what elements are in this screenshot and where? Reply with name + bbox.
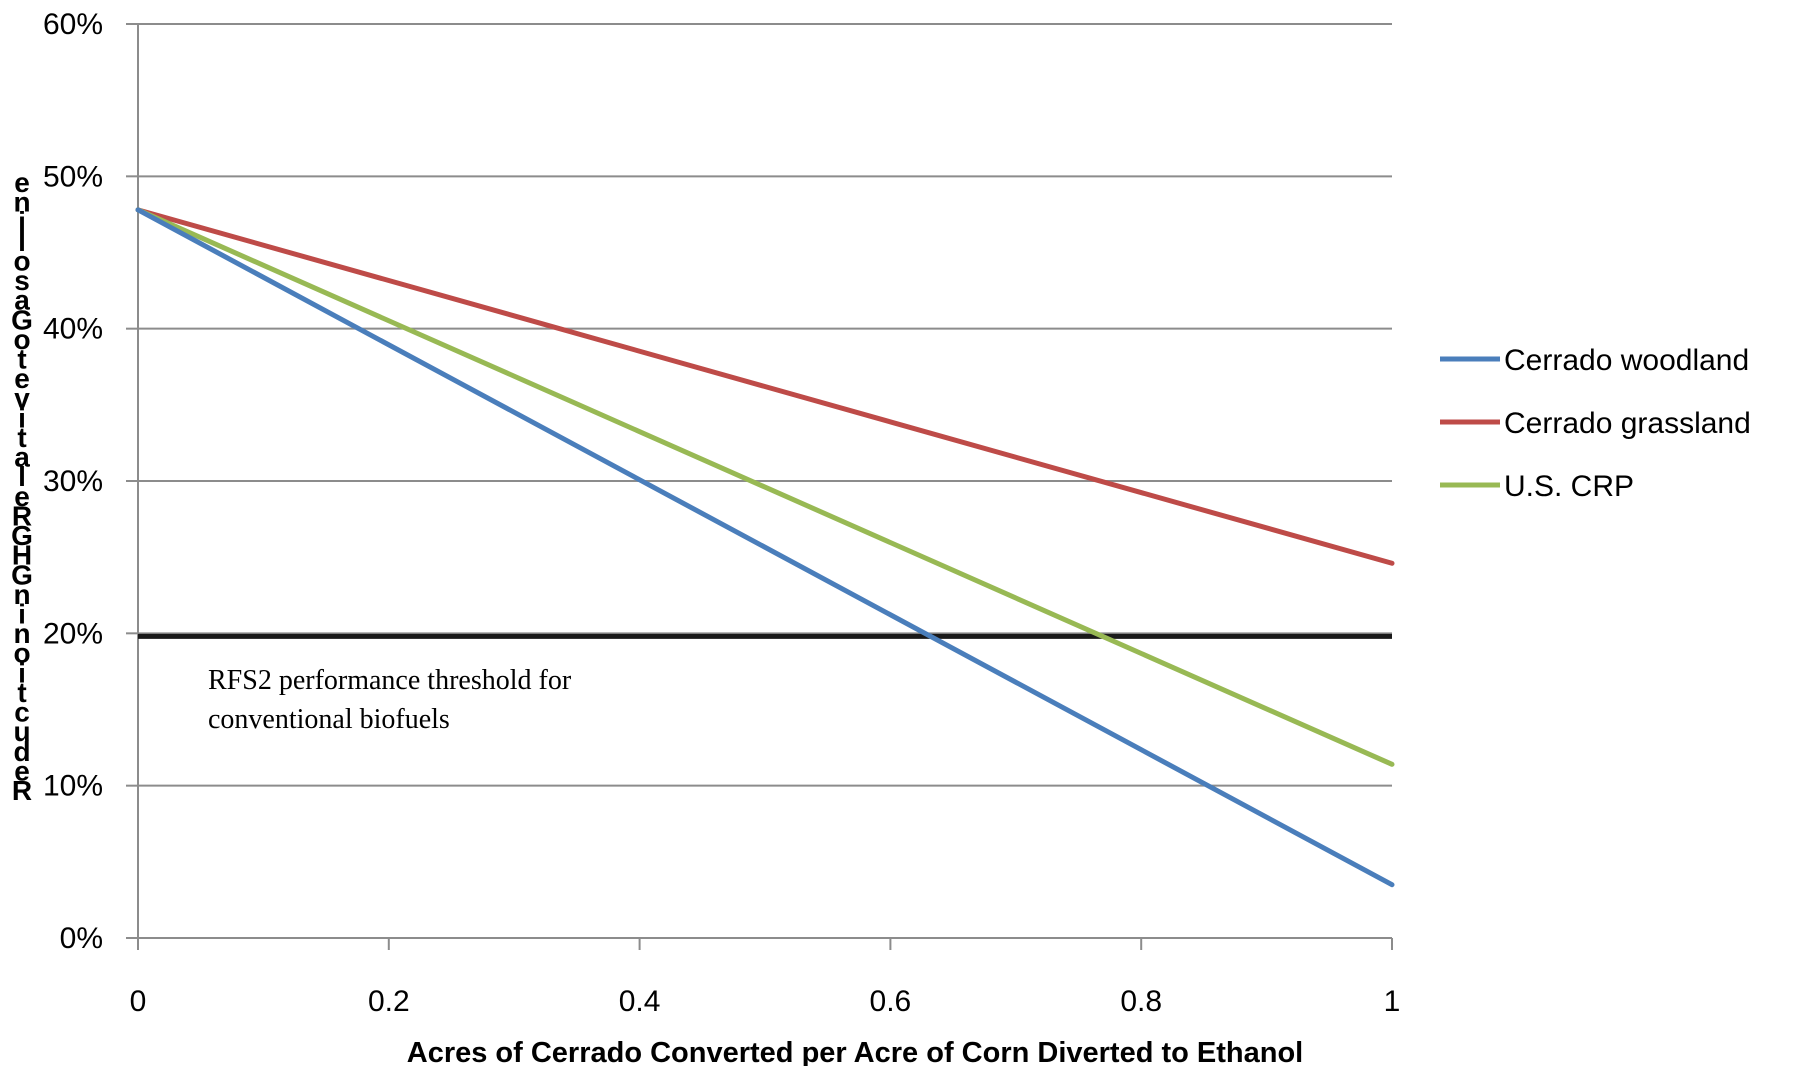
threshold-annotation-line1: RFS2 performance threshold for bbox=[208, 665, 572, 696]
y-axis-title-char: l bbox=[18, 461, 26, 492]
y-axis-title-char: G bbox=[11, 559, 33, 590]
threshold-annotation-line2: conventional biofuels bbox=[208, 704, 450, 735]
y-axis-title-char: n bbox=[13, 187, 30, 218]
y-axis-title-char: u bbox=[13, 716, 30, 747]
y-axis-title-char: e bbox=[14, 363, 30, 394]
y-tick-label: 50% bbox=[43, 160, 103, 193]
x-tick-label: 0.2 bbox=[368, 985, 410, 1018]
y-tick-labels: 0% 10% 20% 30% 40% 50% 60% bbox=[43, 8, 103, 955]
series-line-cerrado-grassland bbox=[135, 207, 1395, 566]
x-axis-title: Acres of Cerrado Converted per Acre of C… bbox=[407, 1037, 1303, 1066]
y-axis-title-char: l bbox=[18, 226, 26, 257]
x-tick-label: 0.4 bbox=[619, 985, 661, 1018]
y-tick-label: 20% bbox=[43, 617, 103, 650]
y-axis-title-char: v bbox=[14, 383, 30, 414]
y-axis-title-char: a bbox=[14, 285, 30, 316]
y-axis-title-char: n bbox=[13, 579, 30, 610]
gridlines bbox=[138, 23, 1392, 787]
y-axis-title-char: i bbox=[18, 206, 26, 237]
y-axis-title-char: t bbox=[17, 344, 26, 375]
x-tick-label: 0.8 bbox=[1120, 985, 1162, 1018]
y-axis-title-char: H bbox=[12, 540, 32, 571]
y-axis-title-char: i bbox=[18, 598, 26, 629]
y-axis-title-char: o bbox=[13, 638, 30, 669]
y-tick-label: 30% bbox=[43, 465, 103, 498]
legend-label: Cerrado woodland bbox=[1504, 344, 1749, 377]
y-axis-title-char: a bbox=[14, 442, 30, 473]
y-axis-title-char: R bbox=[12, 775, 32, 806]
y-axis-title-char: s bbox=[14, 265, 30, 296]
axes bbox=[126, 23, 1393, 950]
y-axis-title-char: G bbox=[11, 304, 33, 335]
series-line-u-s-crp bbox=[135, 207, 1395, 767]
y-tick-label: 60% bbox=[43, 8, 103, 41]
x-tick-label: 1 bbox=[1384, 985, 1401, 1018]
x-tick-labels: 0 0.2 0.4 0.6 0.8 1 bbox=[130, 985, 1401, 1018]
y-axis-title-char: i bbox=[18, 402, 26, 433]
y-tick-label: 40% bbox=[43, 313, 103, 346]
y-axis-title-char: i bbox=[18, 657, 26, 688]
y-axis-title-char: n bbox=[13, 618, 30, 649]
y-axis-title-char: t bbox=[17, 422, 26, 453]
y-axis-title-char: o bbox=[13, 245, 30, 276]
y-tick-label: 0% bbox=[60, 922, 103, 955]
y-axis-title-char: e bbox=[14, 167, 30, 198]
y-tick-label: 10% bbox=[43, 770, 103, 803]
y-axis-title-char: d bbox=[13, 736, 30, 767]
legend-label: U.S. CRP bbox=[1504, 470, 1634, 503]
x-tick-label: 0.6 bbox=[870, 985, 912, 1018]
y-axis-title-char: c bbox=[14, 697, 30, 728]
x-tick-label: 0 bbox=[130, 985, 147, 1018]
legend-label: Cerrado grassland bbox=[1504, 407, 1751, 440]
y-axis-title-char: G bbox=[11, 520, 33, 551]
y-axis-title-char: e bbox=[14, 755, 30, 786]
y-axis-title-char: o bbox=[13, 324, 30, 355]
series-line-cerrado-woodland bbox=[135, 207, 1395, 888]
y-axis-title-char: e bbox=[14, 481, 30, 512]
y-axis-title-char: R bbox=[12, 500, 32, 531]
y-axis-title-char: t bbox=[17, 677, 26, 708]
series-lines bbox=[135, 207, 1395, 888]
legend: Cerrado woodland Cerrado grassland U.S. CR… bbox=[1440, 344, 1751, 503]
